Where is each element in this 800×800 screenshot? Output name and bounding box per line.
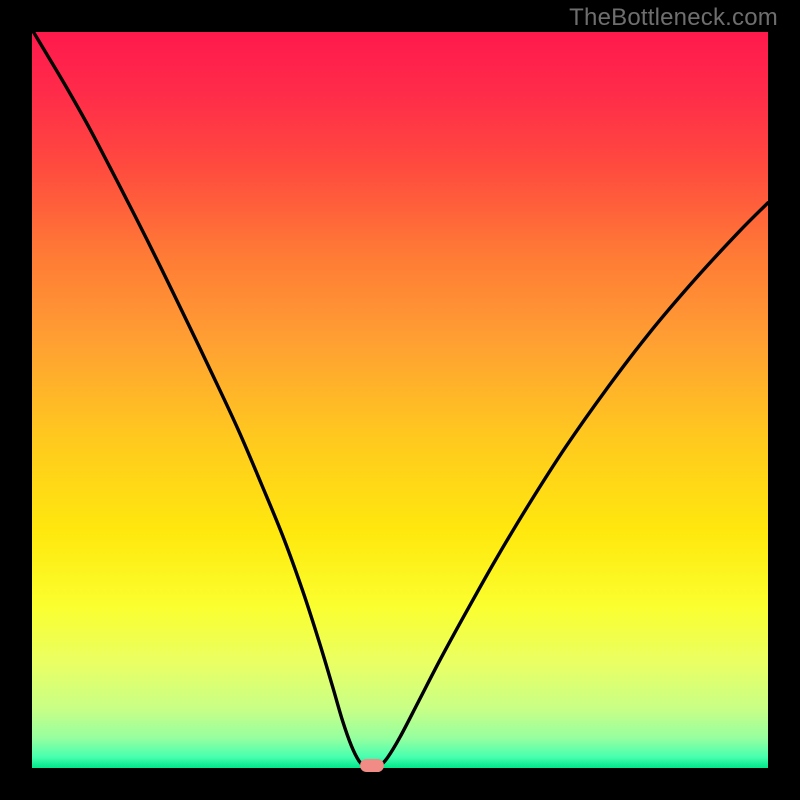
watermark-text: TheBottleneck.com: [569, 4, 778, 32]
bottleneck-curve: [0, 0, 800, 800]
chart-stage: TheBottleneck.com: [0, 0, 800, 800]
optimum-marker: [360, 759, 384, 772]
